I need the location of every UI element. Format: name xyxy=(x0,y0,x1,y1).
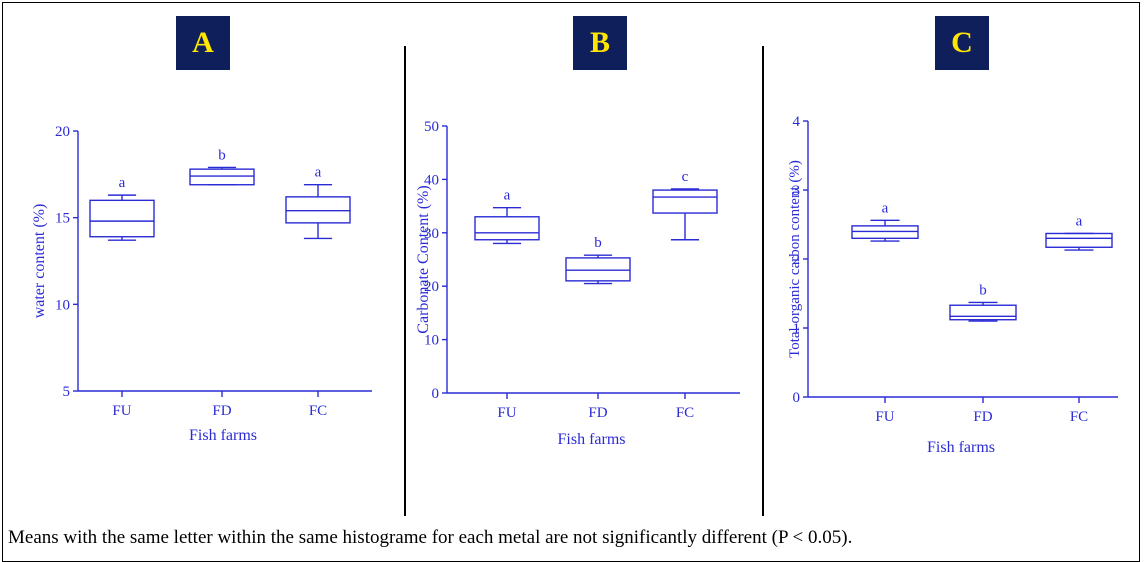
divider-bc xyxy=(762,46,764,516)
y-tick-label-b: 10 xyxy=(424,333,439,349)
x-tick-label-b-fd: FD xyxy=(588,405,607,421)
y-axis-title-a: water content (%) xyxy=(31,204,48,319)
x-tick-label-c-fd: FD xyxy=(973,409,992,425)
y-tick-label-c: 3 xyxy=(793,183,801,199)
y-tick-label-b: 40 xyxy=(424,172,439,188)
significance-letter-c-fc: a xyxy=(1076,213,1083,229)
y-tick-label-b: 30 xyxy=(424,226,439,242)
panel-label-c: C xyxy=(935,16,989,70)
x-tick-label-b-fu: FU xyxy=(497,405,516,421)
figure-caption: Means with the same letter within the sa… xyxy=(8,527,853,548)
box-c-fc xyxy=(1045,232,1113,248)
x-tick-label-b-fc: FC xyxy=(676,405,694,421)
box-a-fd xyxy=(189,168,255,186)
y-tick-label-a: 15 xyxy=(55,211,70,227)
panel-label-b: B xyxy=(573,16,627,70)
significance-letter-a-fu: a xyxy=(119,175,126,191)
divider-ab xyxy=(404,46,406,516)
box-a-fc xyxy=(285,196,351,224)
x-axis-title-b: Fish farms xyxy=(558,431,626,448)
significance-letter-b-fu: a xyxy=(504,188,511,204)
significance-letter-b-fd: b xyxy=(594,235,602,251)
panel-label-a: A xyxy=(176,16,230,70)
box-b-fu xyxy=(474,216,540,241)
y-tick-label-b: 0 xyxy=(432,386,440,402)
box-c-fd xyxy=(949,304,1017,321)
significance-letter-c-fu: a xyxy=(882,200,889,216)
y-tick-label-c: 2 xyxy=(793,252,801,268)
x-axis-title-a: Fish farms xyxy=(189,427,257,444)
significance-letter-a-fd: b xyxy=(218,147,226,163)
box-b-fc xyxy=(652,189,718,214)
significance-letter-b-fc: c xyxy=(682,169,689,185)
y-tick-label-c: 4 xyxy=(793,114,801,130)
box-b-fd xyxy=(565,257,631,282)
x-axis-title-c: Fish farms xyxy=(927,439,995,456)
y-tick-label-a: 20 xyxy=(55,124,70,140)
y-tick-label-b: 50 xyxy=(424,119,439,135)
x-tick-label-a-fd: FD xyxy=(212,403,231,419)
significance-letter-a-fc: a xyxy=(315,165,322,181)
y-axis-title-c: Total organic carbon content (%) xyxy=(787,160,803,358)
y-axis-title-b: Carbonate Content (%) xyxy=(415,185,432,333)
box-a-fu xyxy=(89,199,155,238)
y-tick-label-c: 0 xyxy=(793,390,801,406)
x-tick-label-c-fc: FC xyxy=(1070,409,1088,425)
significance-letter-c-fd: b xyxy=(979,282,987,298)
x-tick-label-a-fc: FC xyxy=(309,403,327,419)
x-tick-label-a-fu: FU xyxy=(112,403,131,419)
y-tick-label-c: 1 xyxy=(793,321,801,337)
y-tick-label-a: 5 xyxy=(63,384,71,400)
y-tick-label-a: 10 xyxy=(55,297,70,313)
x-tick-label-c-fu: FU xyxy=(875,409,894,425)
y-tick-label-b: 20 xyxy=(424,279,439,295)
